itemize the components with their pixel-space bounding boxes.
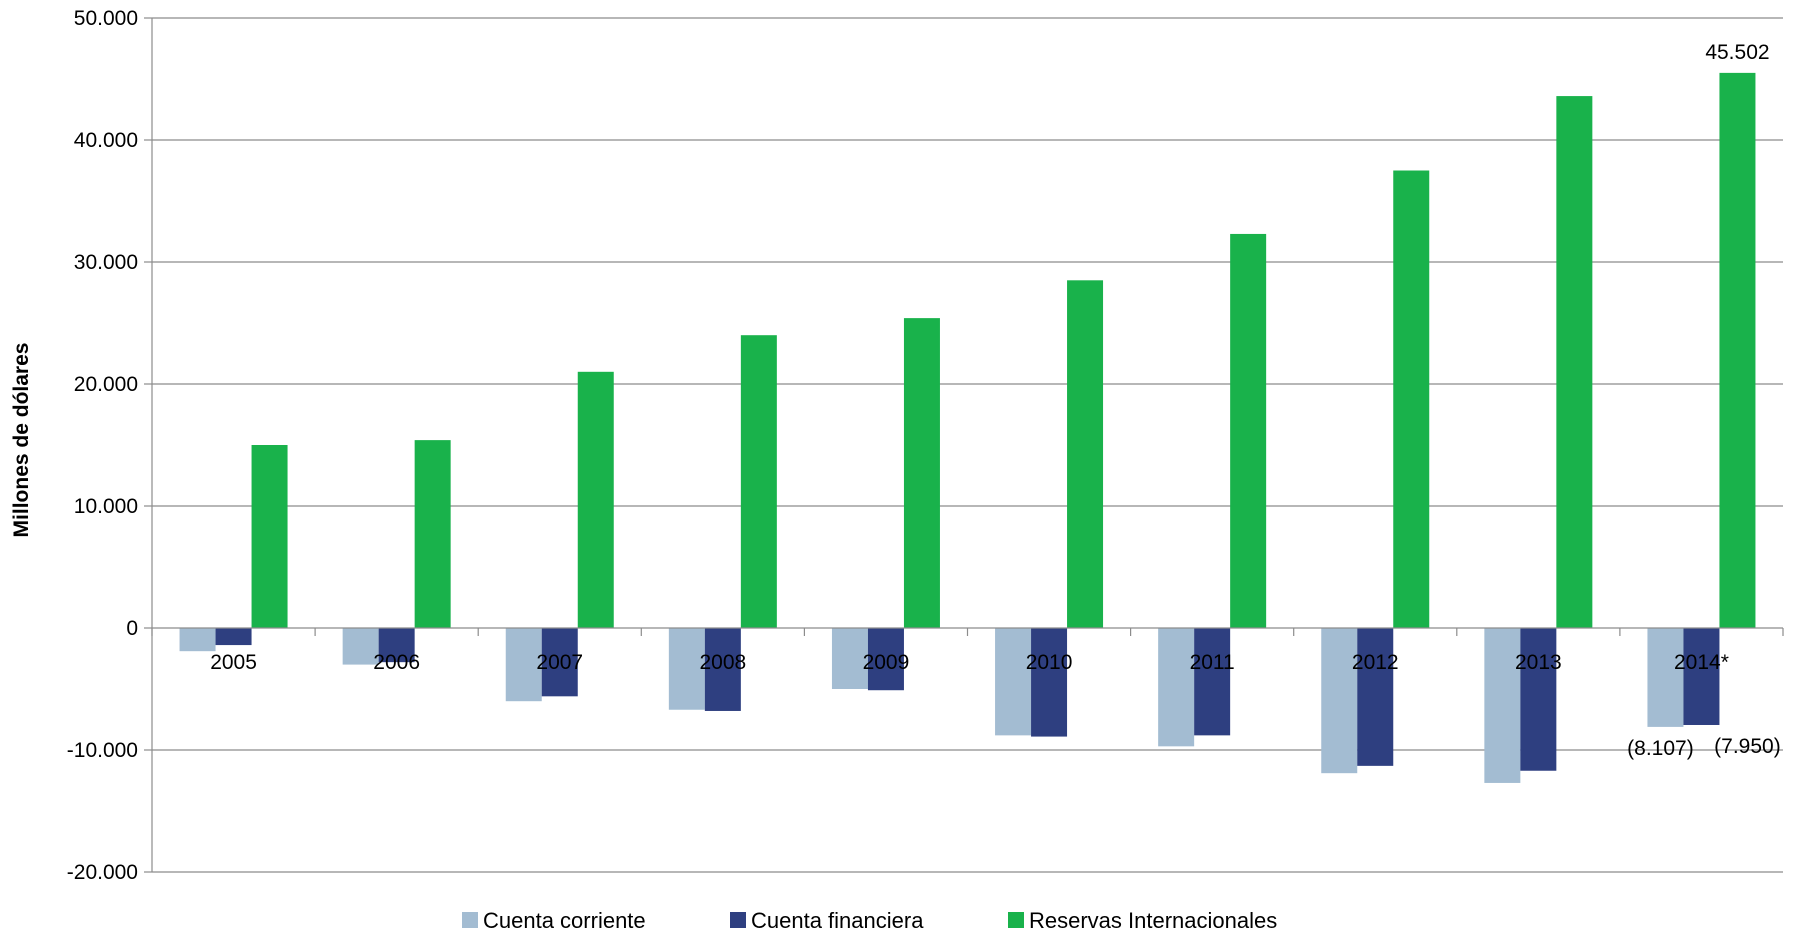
bar-cuenta-corriente: [505, 628, 542, 702]
legend-label: Cuenta financiera: [751, 908, 924, 930]
y-tick-label: 50.000: [74, 7, 138, 30]
bar-cuenta-financiera: [1031, 628, 1068, 737]
data-label: (7.950): [1714, 735, 1781, 758]
bar-cuenta-financiera: [215, 628, 252, 646]
category-label: 2005: [210, 651, 257, 674]
bar-reservas: [1556, 96, 1593, 628]
bar-reservas: [740, 335, 777, 628]
category-label: 2009: [863, 651, 910, 674]
axes: [144, 17, 1784, 873]
bar-cuenta-corriente: [342, 628, 379, 665]
legend-swatch: [1008, 912, 1024, 928]
legend: Cuenta corriente Cuenta financiera Reserva…: [462, 908, 1277, 930]
bar-reservas: [251, 445, 288, 628]
legend-label: Cuenta corriente: [483, 908, 646, 930]
category-label: 2006: [373, 651, 420, 674]
category-label: 2014*: [1674, 651, 1729, 674]
category-label: 2010: [1026, 651, 1073, 674]
category-label: 2007: [536, 651, 583, 674]
y-tick-labels: 50.000 40.000 30.000 20.000 10.000 0 -10.000 -2…: [67, 7, 138, 884]
bar-cuenta-financiera: [1194, 628, 1231, 736]
bar-cuenta-financiera: [1357, 628, 1394, 766]
category-label: 2008: [699, 651, 746, 674]
bar-reservas: [577, 371, 614, 628]
bar-cuenta-financiera: [378, 628, 415, 663]
bar-cuenta-financiera: [1683, 628, 1720, 725]
legend-label: Reservas Internacionales: [1029, 908, 1277, 930]
bar-cuenta-corriente: [179, 628, 216, 652]
bar-cuenta-corriente: [1484, 628, 1521, 783]
category-label: 2013: [1515, 651, 1562, 674]
bar-cuenta-financiera: [1520, 628, 1557, 771]
y-tick-label: 40.000: [74, 129, 138, 152]
y-tick-label: 10.000: [74, 495, 138, 518]
bar-cuenta-corriente: [1647, 628, 1684, 727]
bar-cuenta-corriente: [668, 628, 705, 710]
bar-reservas: [414, 440, 451, 628]
bar-cuenta-financiera: [704, 628, 741, 711]
y-tick-label: 20.000: [74, 373, 138, 396]
data-label: (8.107): [1627, 737, 1694, 760]
bar-cuenta-corriente: [831, 628, 868, 689]
bars: [179, 72, 1756, 783]
bar-cuenta-corriente: [1158, 628, 1195, 747]
category-labels: 2005 2006 2007 2008 2009 2010 2011 2012 2013 2014…: [210, 651, 1729, 674]
legend-swatch: [730, 912, 746, 928]
bar-cuenta-corriente: [1321, 628, 1358, 774]
legend-swatch: [462, 912, 478, 928]
y-axis-title: Millones de dólares: [10, 343, 33, 538]
bar-reservas: [1067, 280, 1104, 628]
y-tick-label: 0: [126, 617, 138, 640]
bar-reservas: [1230, 233, 1267, 628]
y-tick-label: -10.000: [67, 739, 138, 762]
bar-cuenta-financiera: [541, 628, 578, 697]
bar-reservas: [903, 318, 940, 628]
category-label: 2012: [1352, 651, 1399, 674]
category-label: 2011: [1190, 651, 1235, 674]
y-tick-label: -20.000: [67, 861, 138, 884]
data-labels: (8.107) (7.950) 45.502: [1627, 41, 1781, 760]
y-tick-label: 30.000: [74, 251, 138, 274]
bar-reservas: [1719, 72, 1756, 628]
data-label: 45.502: [1705, 41, 1769, 64]
bar-cuenta-financiera: [867, 628, 904, 691]
bar-cuenta-corriente: [995, 628, 1032, 736]
bar-reservas: [1393, 170, 1430, 628]
